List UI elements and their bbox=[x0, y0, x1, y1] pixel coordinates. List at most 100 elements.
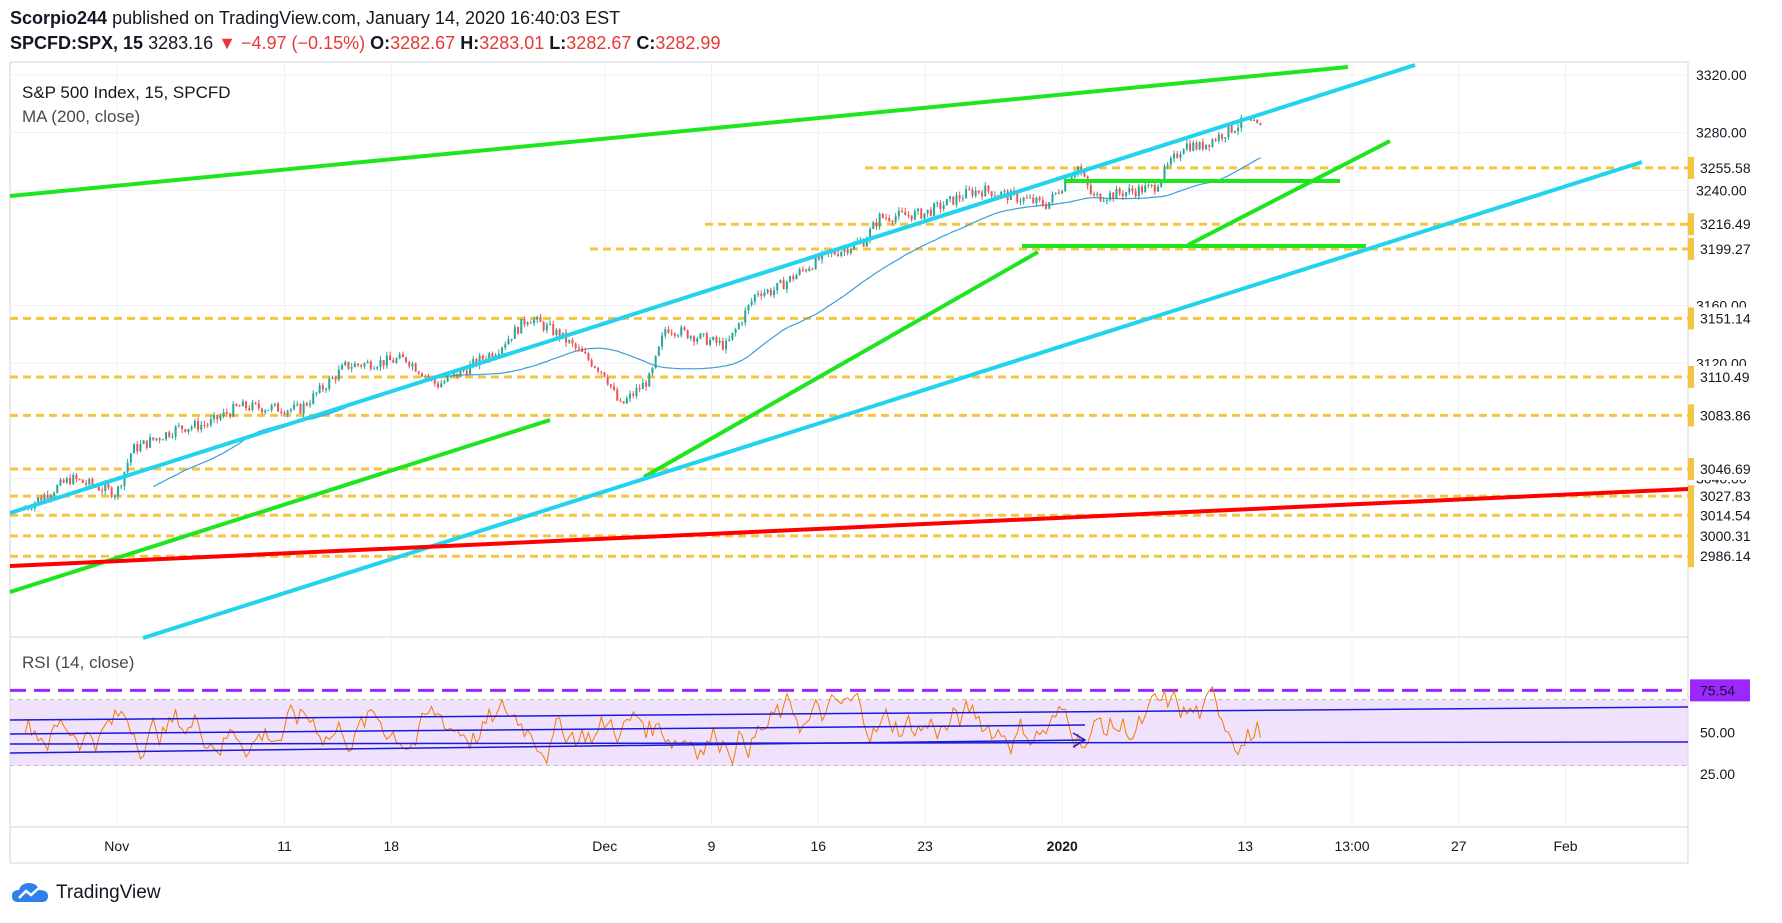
price-level-tag-bg bbox=[1690, 365, 1780, 388]
candle-body bbox=[629, 393, 632, 399]
candle-body bbox=[273, 403, 276, 406]
candle-body bbox=[91, 479, 94, 486]
price-level-tag-mark bbox=[1688, 213, 1694, 236]
candle-body bbox=[795, 274, 798, 280]
time-tick-label: 18 bbox=[383, 838, 399, 854]
candle-body bbox=[965, 189, 968, 199]
candle-body bbox=[270, 405, 273, 410]
candle-body bbox=[1195, 142, 1198, 150]
candle-body bbox=[360, 365, 363, 367]
candle-body bbox=[837, 254, 840, 256]
candle-body bbox=[888, 217, 891, 221]
candle-body bbox=[206, 424, 209, 426]
candle-body bbox=[597, 367, 600, 372]
tradingview-logo[interactable]: TradingView bbox=[10, 880, 161, 906]
price-level-tag: 3000.31 bbox=[1700, 528, 1751, 544]
candle-body bbox=[833, 251, 836, 255]
time-tick-label: Dec bbox=[592, 838, 617, 854]
candle-body bbox=[1029, 197, 1032, 199]
candle-body bbox=[229, 413, 232, 417]
candle-body bbox=[142, 440, 145, 444]
low-label: L: bbox=[549, 33, 567, 53]
price-pane-frame bbox=[9, 61, 1689, 638]
candle-body bbox=[161, 439, 164, 441]
candle-body bbox=[81, 479, 84, 483]
candle-body bbox=[1253, 119, 1256, 121]
candle-body bbox=[491, 353, 494, 358]
time-axis-frame bbox=[9, 826, 1689, 864]
candle-body bbox=[843, 248, 846, 252]
candle-body bbox=[366, 361, 369, 364]
candle-body bbox=[981, 192, 984, 197]
candle-body bbox=[552, 323, 555, 335]
green-support-line-2 bbox=[643, 250, 1039, 479]
candle-body bbox=[1198, 142, 1201, 150]
candle-body bbox=[613, 386, 616, 390]
candle-body bbox=[817, 255, 820, 260]
author-name[interactable]: Scorpio244 bbox=[10, 8, 108, 28]
price-axis: 3320.003280.003240.003160.003120.003040.… bbox=[1688, 67, 1780, 782]
candle-body bbox=[619, 400, 622, 402]
candle-body bbox=[1038, 197, 1041, 200]
candle-body bbox=[1041, 199, 1044, 206]
candle-body bbox=[433, 378, 436, 384]
candle-body bbox=[126, 462, 129, 472]
candle-body bbox=[737, 323, 740, 330]
price-level-tag-mark bbox=[1688, 485, 1694, 508]
candle-body bbox=[1032, 197, 1035, 203]
published-text: published on TradingView.com, January 14… bbox=[112, 8, 621, 28]
rsi-line bbox=[24, 685, 1261, 767]
candle-body bbox=[1189, 143, 1192, 151]
candle-body bbox=[65, 478, 68, 483]
trend-drawings[interactable] bbox=[9, 63, 1689, 640]
candle-body bbox=[117, 486, 120, 496]
candle-body bbox=[37, 497, 40, 503]
candle-body bbox=[254, 402, 257, 404]
candle-body bbox=[849, 249, 852, 254]
down-arrow-icon: ▼ bbox=[218, 33, 236, 53]
candle-body bbox=[670, 332, 673, 334]
candle-body bbox=[971, 189, 974, 196]
candle-body bbox=[302, 403, 305, 414]
candle-body bbox=[277, 403, 280, 412]
candle-body bbox=[657, 346, 660, 356]
ma-200 bbox=[153, 157, 1261, 488]
candle-body bbox=[779, 280, 782, 283]
candle-body bbox=[1109, 192, 1112, 200]
candle-body bbox=[219, 416, 222, 420]
candle-body bbox=[334, 377, 337, 380]
candle-body bbox=[488, 353, 491, 361]
candle-body bbox=[763, 292, 766, 296]
candle-body bbox=[728, 339, 731, 341]
candle-body bbox=[382, 360, 385, 366]
candle-body bbox=[1099, 193, 1102, 202]
candle-body bbox=[894, 216, 897, 223]
candle-body bbox=[581, 348, 584, 352]
chart-title: S&P 500 Index, 15, SPCFD bbox=[22, 83, 231, 102]
candle-body bbox=[939, 202, 942, 209]
time-tick-label: Feb bbox=[1553, 838, 1577, 854]
candle-body bbox=[721, 340, 724, 350]
candle-body bbox=[993, 195, 996, 197]
candle-body bbox=[465, 370, 468, 375]
candle-body bbox=[1051, 193, 1054, 203]
candle-body bbox=[769, 289, 772, 295]
candle-body bbox=[357, 363, 360, 366]
candle-body bbox=[305, 403, 308, 406]
candle-body bbox=[510, 338, 513, 340]
candle-body bbox=[504, 344, 507, 348]
candle-body bbox=[549, 323, 552, 325]
candle-body bbox=[1169, 158, 1172, 165]
candle-body bbox=[901, 210, 904, 213]
candle-body bbox=[43, 494, 46, 501]
candle-body bbox=[177, 425, 180, 427]
candle-body bbox=[405, 357, 408, 362]
time-tick-label: 13 bbox=[1237, 838, 1253, 854]
candle-body bbox=[184, 429, 187, 432]
candle-body bbox=[1016, 192, 1019, 202]
candle-body bbox=[30, 508, 33, 510]
candle-body bbox=[1061, 191, 1064, 194]
candle-body bbox=[987, 185, 990, 192]
price-level-tag-mark bbox=[1688, 524, 1694, 547]
